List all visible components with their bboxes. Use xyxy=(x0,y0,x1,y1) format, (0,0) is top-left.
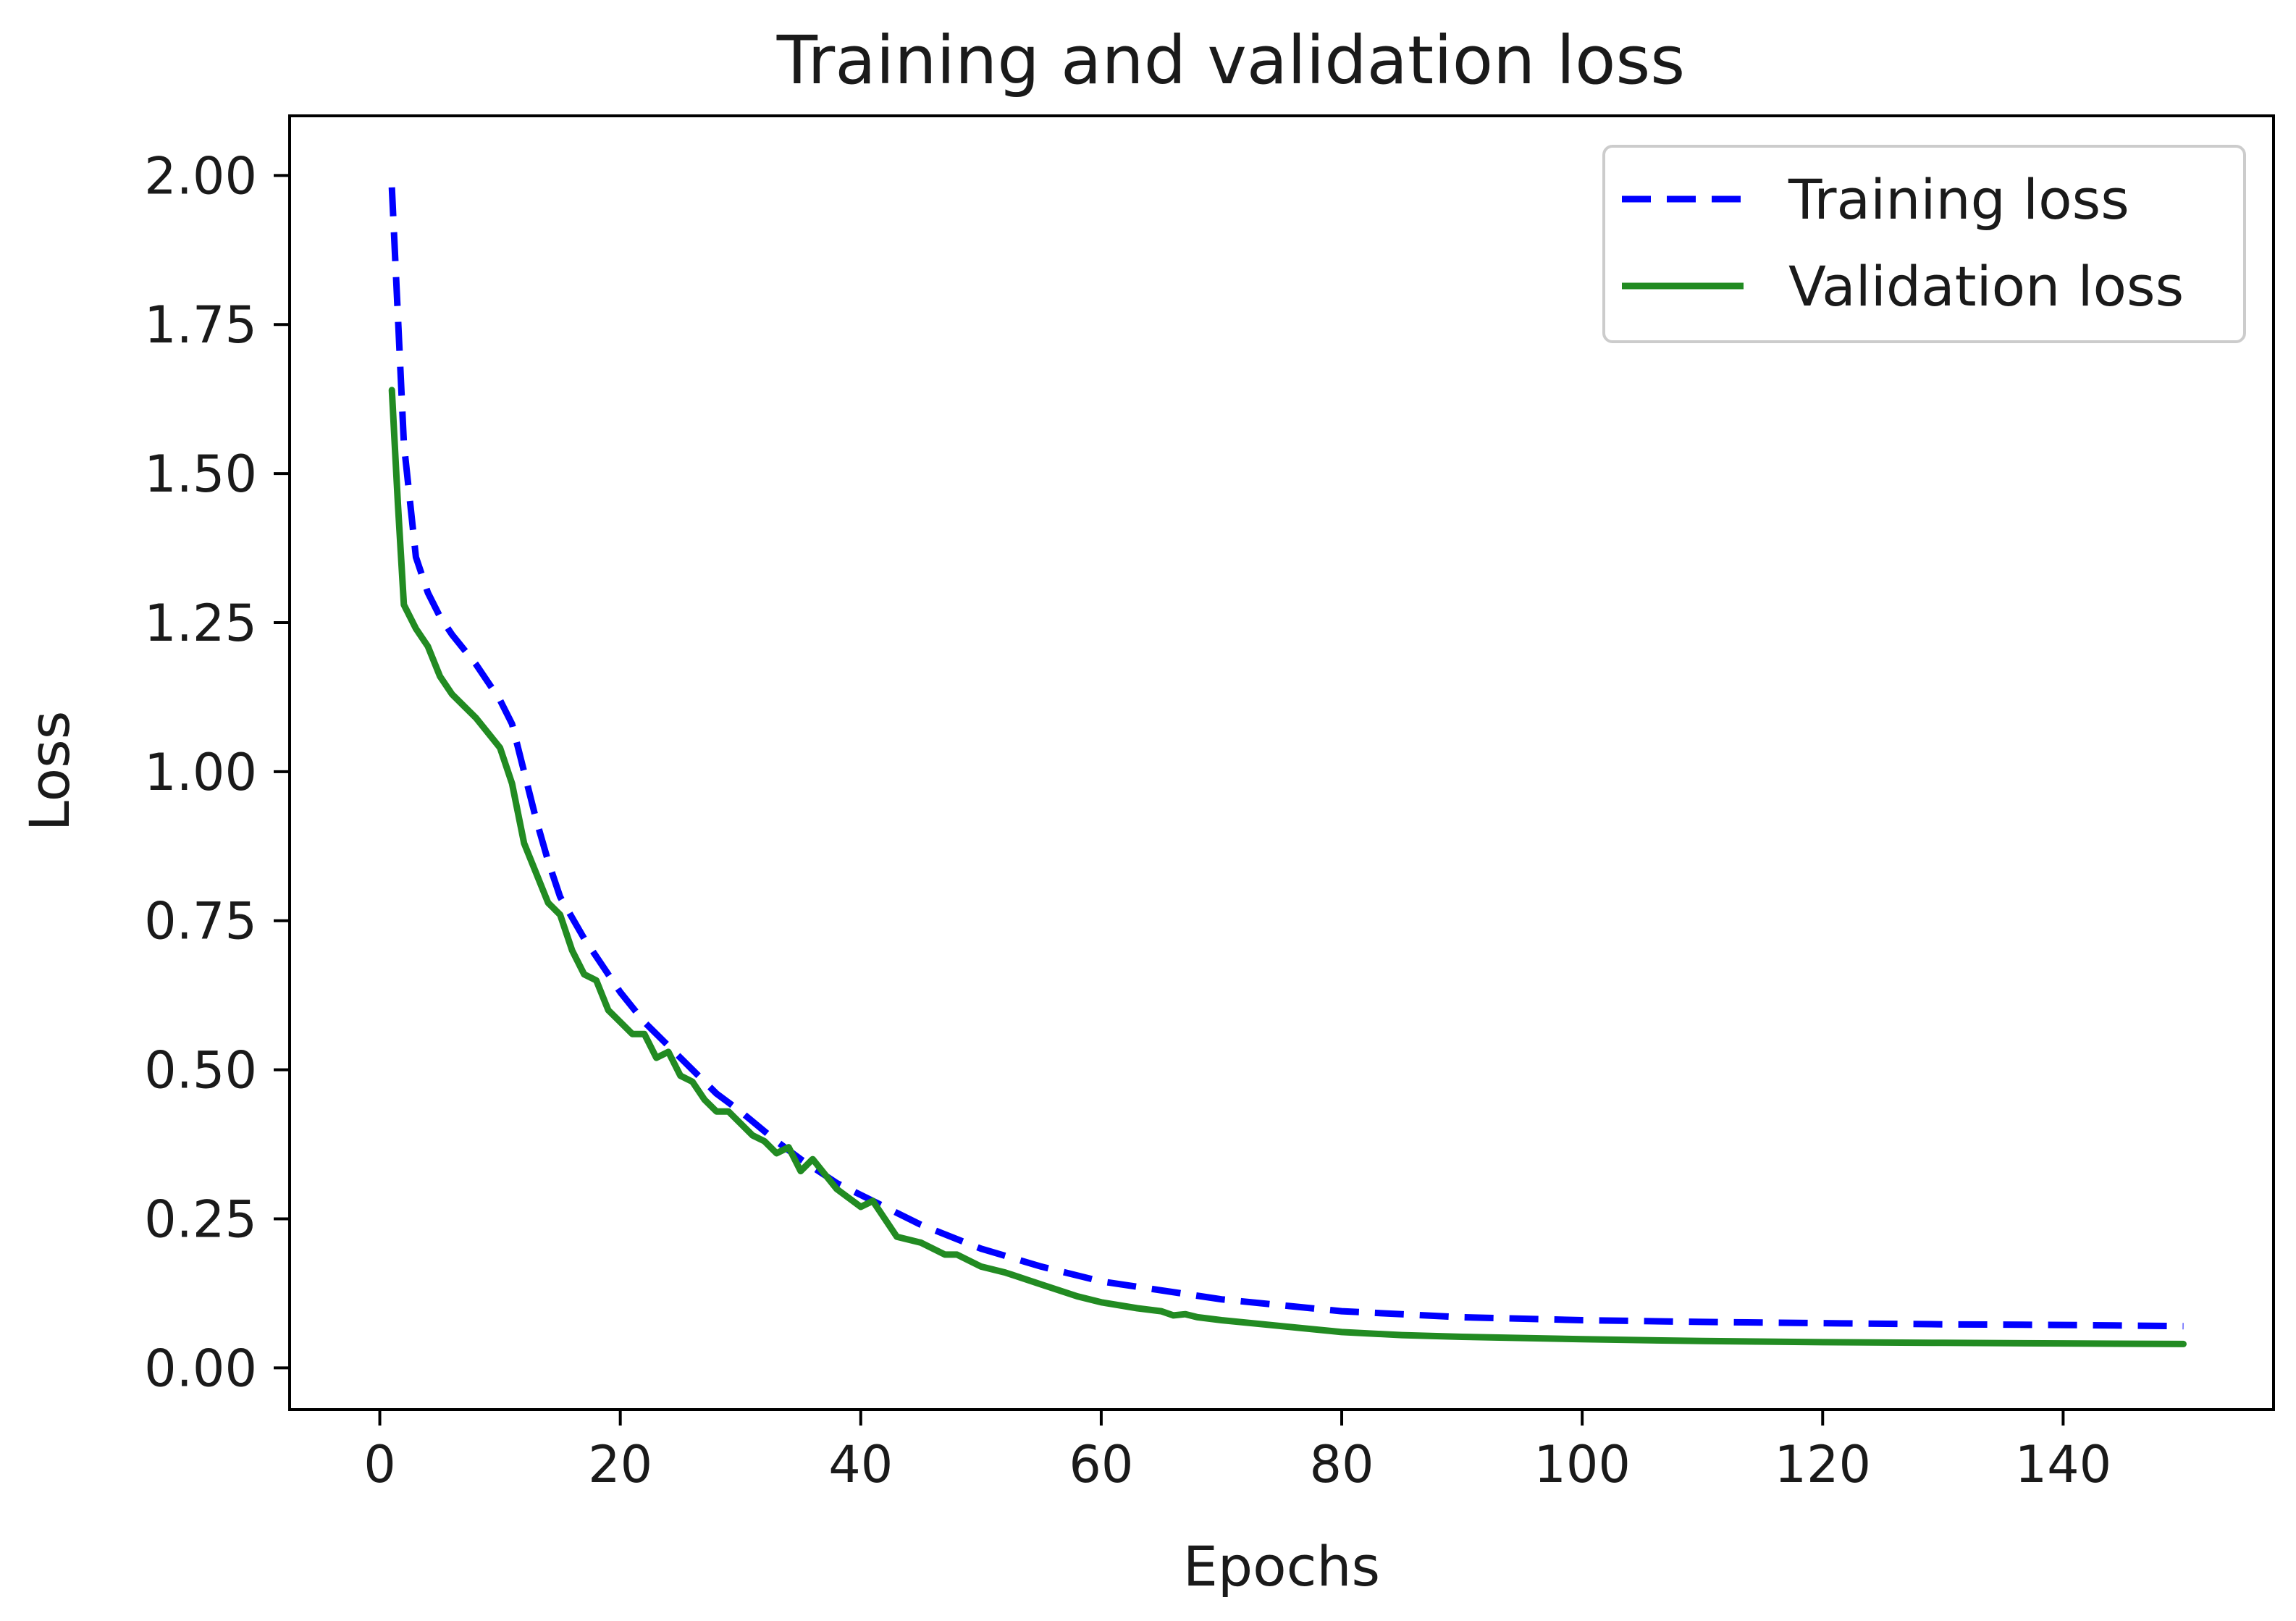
x-tick-label: 80 xyxy=(1309,1435,1374,1494)
plot-area-frame xyxy=(288,114,2275,1411)
legend: Training loss Validation loss xyxy=(1602,145,2246,343)
x-tick-label: 20 xyxy=(588,1435,652,1494)
series-line-training-loss xyxy=(388,187,2184,1330)
x-tick-label: 100 xyxy=(1534,1435,1631,1494)
y-axis: 0.00 0.25 0.50 0.75 1.00 1.25 1.50 1.75 2.00 xyxy=(144,146,290,1398)
y-tick-label: 1.50 xyxy=(144,445,257,504)
y-tick-label: 0.00 xyxy=(144,1339,257,1398)
x-tick-label: 120 xyxy=(1774,1435,1871,1494)
y-tick-label: 0.25 xyxy=(144,1190,257,1249)
x-axis-label: Epochs xyxy=(1183,1534,1380,1599)
y-tick-label: 1.25 xyxy=(144,594,257,653)
x-tick-label: 0 xyxy=(363,1435,396,1494)
y-tick-label: 0.75 xyxy=(144,892,257,951)
x-tick-label: 60 xyxy=(1069,1435,1133,1494)
y-tick-label: 0.50 xyxy=(144,1041,257,1100)
legend-box xyxy=(1602,145,2246,343)
y-tick-label: 1.00 xyxy=(144,743,257,802)
y-tick-label: 1.75 xyxy=(144,295,257,355)
x-axis: 0 20 40 60 80 100 120 140 xyxy=(363,1410,2111,1494)
series-line-validation-loss xyxy=(388,387,2187,1347)
legend-label-training-loss: Training loss xyxy=(1788,167,2129,232)
chart-title: Training and validation loss xyxy=(776,22,1686,99)
x-tick-label: 140 xyxy=(2015,1435,2112,1494)
y-tick-label: 2.00 xyxy=(144,146,257,206)
y-axis-label: Loss xyxy=(17,711,82,832)
x-tick-label: 40 xyxy=(828,1435,893,1494)
series-layer xyxy=(388,187,2187,1347)
legend-label-validation-loss: Validation loss xyxy=(1788,254,2184,319)
